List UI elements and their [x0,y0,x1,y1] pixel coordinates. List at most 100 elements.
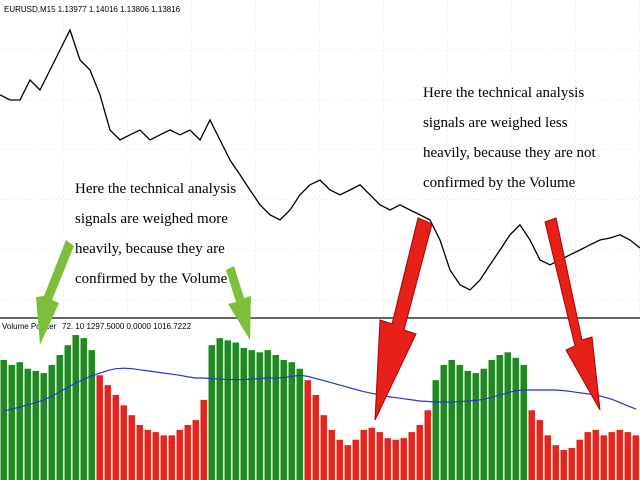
volume-bar [408,432,415,480]
volume-bar [632,435,639,480]
volume-bar [584,432,591,480]
green-arrow [226,266,251,340]
volume-bar [248,350,255,480]
volume-bar [240,347,247,480]
volume-bar [320,415,327,480]
volume-bar [176,429,183,480]
volume-bar [592,429,599,480]
volume-bar [472,373,479,480]
volume-bar [512,357,519,480]
volume-bar [120,405,127,480]
volume-bar [328,429,335,480]
volume-bar [144,429,151,480]
volume-bar [496,355,503,480]
volume-bar [376,432,383,480]
red-arrow [374,217,433,421]
volume-bar [440,364,447,480]
volume-bar [616,429,623,480]
volume-bar [136,424,143,480]
volume-bar [368,427,375,480]
volume-bar [96,375,103,480]
annotation-text: heavily, because they are not [423,145,597,161]
annotation-text: Here the technical analysis [423,85,584,101]
volume-bar [400,438,407,480]
volume-bar [344,445,351,480]
volume-bar [160,435,167,480]
volume-bar [264,350,271,480]
volume-bar [560,450,567,480]
annotation-text: signals are weighed more [75,211,228,227]
average-line [3,367,637,412]
green-arrow [36,240,74,345]
volume-title: Volume Pointer [2,322,57,331]
volume-bar [392,439,399,480]
volume-bar [224,340,231,480]
volume-bar [16,362,23,480]
volume-bar [608,432,615,480]
volume-bar [464,370,471,480]
volume-bar [520,364,527,480]
volume-bar [168,435,175,480]
red-arrow [544,217,601,411]
volume-bar [360,429,367,480]
volume-bar [48,364,55,480]
volume-bar [384,438,391,480]
volume-bar [600,435,607,480]
volume-bar [208,345,215,480]
volume-bar [0,359,7,480]
volume-bar [104,385,111,480]
annotation-text: signals are weighed less [423,115,568,131]
price-panel [0,28,640,291]
volume-bar [504,352,511,480]
annotation-text: Here the technical analysis [75,181,236,197]
volume-bar [312,394,319,480]
volume-bar [72,335,79,480]
price-line [0,28,640,291]
volume-bar [280,359,287,480]
volume-bar [184,424,191,480]
volume-bar [56,355,63,480]
volume-bar [552,445,559,480]
volume-bar [536,420,543,480]
volume-bar [24,368,31,480]
volume-bar [424,410,431,480]
price-title: EURUSD,M15 1.13977 1.14016 1.13806 1.138… [4,5,181,14]
annotation-text: heavily, because they are [75,241,225,257]
volume-bar [128,415,135,480]
volume-bar [112,394,119,480]
volume-bar [88,350,95,480]
volume-values: 72. 10 1297.5000 0.0000 1016.7222 [62,322,192,331]
volume-bar [448,359,455,480]
volume-bar [304,380,311,480]
volume-bar [488,359,495,480]
volume-bar [480,368,487,480]
volume-bar [272,355,279,480]
volume-bar [352,439,359,480]
volume-bar [40,373,47,480]
volume-bar [432,380,439,480]
volume-bar [456,364,463,480]
arrows [36,217,601,421]
volume-bar [80,338,87,480]
volume-bar [336,439,343,480]
annotation-text: confirmed by the Volume [75,271,228,287]
volume-bar [64,345,71,480]
volume-bar [256,352,263,480]
volume-bar [152,432,159,480]
volume-bar [528,410,535,480]
annotation-text: confirmed by the Volume [423,175,576,191]
volume-bar [232,342,239,480]
price-grid [0,0,640,318]
volume-bar [624,432,631,480]
volume-bar [544,435,551,480]
volume-bar [568,447,575,480]
volume-bar [216,338,223,480]
volume-bar [200,399,207,480]
annotations: Here the technical analysis signals are w… [75,85,597,287]
volume-bar [288,362,295,480]
volume-panel [0,335,639,480]
volume-bar [296,368,303,480]
volume-bar [416,424,423,480]
